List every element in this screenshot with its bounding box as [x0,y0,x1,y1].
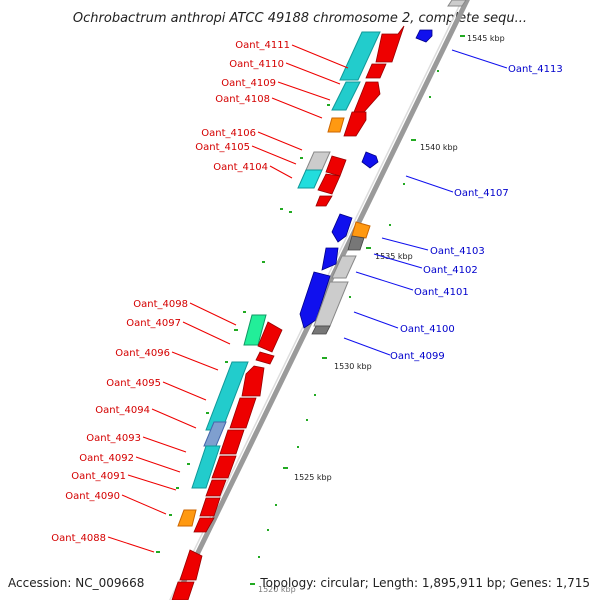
gene-label-oant-4099[interactable]: Oant_4099 [390,351,445,362]
gene-arrow-oant-4105 [317,173,341,195]
gene-label-oant-4105[interactable]: Oant_4105 [195,142,250,153]
gene-arrow-oant-4095 [229,397,257,429]
cog-block-cyan [191,445,221,489]
gene-label-oant-4102[interactable]: Oant_4102 [423,265,478,276]
accession-text: Accession: NC_009668 [8,576,144,590]
gene-arrow-top [447,0,467,7]
kbp-label-1525: 1525 kbp [294,473,332,482]
gene-arrow-oant-4098 [257,321,283,353]
gene-arrow-oant-4100 [311,325,331,335]
gene-label-oant-4106[interactable]: Oant_4106 [201,128,256,139]
gene-arrow-oant-4102 [347,235,365,251]
gene-arrow-oant-4103 [331,213,353,243]
gene-label-oant-4107[interactable]: Oant_4107 [454,188,509,199]
gene-label-oant-4108[interactable]: Oant_4108 [215,94,270,105]
gene-arrow-oant-4108 [343,111,367,137]
gene-arrow-oant-4101 [299,271,331,329]
gene-arrow-oant-4111 [375,25,405,63]
gene-arrow-oant-4088 [179,549,203,581]
kbp-label-1520: 1520 kbp [258,585,296,594]
gene-arrow-red [171,581,195,600]
gene-arrow-oant-4110 [365,63,387,79]
cog-block-gray [305,151,331,171]
gene-label-oant-4090[interactable]: Oant_4090 [65,491,120,502]
gene-label-oant-4109[interactable]: Oant_4109 [221,78,276,89]
kbp-label-1545: 1545 kbp [467,34,505,43]
topology-text: Topology: circular; Length: 1,895,911 bp… [259,576,590,590]
gene-label-oant-4093[interactable]: Oant_4093 [86,433,141,444]
cog-block-orange [327,117,345,133]
gene-label-oant-4095[interactable]: Oant_4095 [106,378,161,389]
cog-block-cyan [331,81,361,111]
leader-lines-reverse [107,44,349,553]
gene-label-oant-4100[interactable]: Oant_4100 [400,324,455,335]
gene-label-oant-4113[interactable]: Oant_4113 [508,64,563,75]
gene-label-oant-4103[interactable]: Oant_4103 [430,246,485,257]
cog-block-gray [331,255,357,279]
map-title: Ochrobactrum anthropi ATCC 49188 chromos… [73,11,527,26]
gene-label-oant-4111[interactable]: Oant_4111 [235,40,290,51]
gene-label-oant-4101[interactable]: Oant_4101 [414,287,469,298]
gene-arrow-oant-4106 [325,155,347,177]
gene-arrow-oant-4107 [361,151,379,169]
gene-arrow-oant-4096 [241,365,265,397]
gene-arrow-oant-4102b [321,247,339,271]
gene-arrow-oant-4109 [353,81,381,113]
gene-arrow-oant-4094 [219,429,245,455]
kbp-label-1530: 1530 kbp [334,362,372,371]
gene-label-oant-4096[interactable]: Oant_4096 [115,348,170,359]
cog-block-cyan [297,169,323,189]
gene-label-oant-4098[interactable]: Oant_4098 [133,299,188,310]
gene-arrow-oant-4091 [199,497,221,517]
leader-lines-forward [343,49,508,356]
gene-label-oant-4091[interactable]: Oant_4091 [71,471,126,482]
scale-ticks-right [250,35,465,585]
kbp-label-1540: 1540 kbp [420,143,458,152]
cog-block-cyan [339,31,381,81]
cog-block-orange [177,509,197,527]
cog-block-orange [351,221,371,239]
gene-arrow-oant-4090 [193,517,215,533]
gene-label-oant-4110[interactable]: Oant_4110 [229,59,284,70]
gene-arrow-oant-4113 [415,29,433,43]
gene-label-oant-4104[interactable]: Oant_4104 [213,162,268,173]
gene-label-oant-4088[interactable]: Oant_4088 [51,533,106,544]
gene-arrow-oant-4093 [211,455,237,479]
kbp-label-1535: 1535 kbp [375,252,413,261]
gene-label-oant-4094[interactable]: Oant_4094 [95,405,150,416]
gene-arrow-oant-4104 [315,195,333,207]
reverse-strand-genes [171,25,405,600]
gene-label-oant-4092[interactable]: Oant_4092 [79,453,134,464]
gene-arrow-oant-4097 [255,351,275,365]
gene-label-oant-4097[interactable]: Oant_4097 [126,318,181,329]
gene-arrow-oant-4092 [205,479,227,497]
forward-strand-genes [299,0,467,335]
